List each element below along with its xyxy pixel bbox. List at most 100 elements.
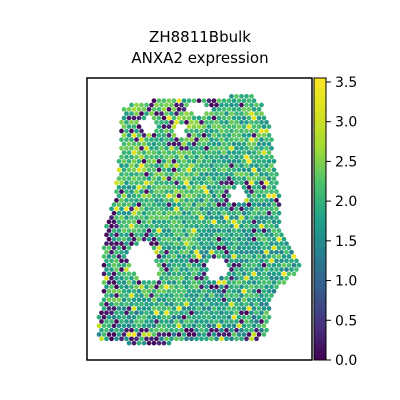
scatter-point [254,267,259,272]
scatter-point [211,115,217,121]
scatter-point [156,219,162,225]
scatter-point [266,288,272,294]
scatter-point [266,193,272,199]
scatter-point [249,215,254,220]
scatter-point [249,310,254,316]
scatter-point [131,297,137,303]
scatter-point [124,284,129,290]
scatter-point [111,245,117,251]
scatter-point [134,180,139,186]
scatter-point [274,284,279,290]
scatter-point [124,197,129,203]
scatter-point [136,288,142,294]
scatter-point [224,137,229,142]
scatter-point [146,340,152,346]
scatter-point [239,284,244,290]
scatter-point [171,262,177,268]
scatter-point [134,319,139,324]
scatter-point [101,280,107,285]
scatter-point [259,206,264,212]
scatter-point [236,98,242,104]
scatter-point [124,258,129,264]
scatter-point [229,267,234,272]
scatter-point [176,98,182,104]
scatter-point [169,154,174,160]
scatter-point [264,232,269,238]
scatter-point [186,245,192,251]
scatter-point [171,184,177,190]
scatter-point [161,158,167,164]
scatter-point [226,271,232,277]
scatter-point [221,141,227,147]
scatter-point [261,228,267,233]
scatter-point [209,189,214,194]
scatter-point [236,236,242,242]
scatter-point [216,176,222,181]
scatter-point [271,245,277,251]
scatter-point [144,154,149,160]
scatter-point [259,223,264,229]
scatter-point [249,137,254,142]
scatter-point [236,228,242,233]
scatter-point [214,128,219,134]
scatter-point [211,314,217,320]
scatter-point [264,319,269,324]
scatter-point [169,336,174,342]
scatter-point [224,145,229,151]
scatter-point [239,102,244,108]
scatter-point [229,102,234,108]
scatter-point [146,150,152,155]
scatter-point [161,288,167,294]
scatter-point [246,176,252,181]
scatter-point [144,189,149,194]
scatter-point [106,262,112,268]
scatter-point [256,306,262,311]
scatter-point [159,215,164,220]
scatter-point [126,106,132,112]
scatter-point [181,280,187,285]
scatter-point [134,145,139,151]
scatter-point [166,271,172,277]
scatter-point [171,124,177,129]
scatter-point [156,132,162,138]
scatter-point [141,297,147,303]
scatter-point [224,275,229,281]
scatter-point [134,119,139,125]
scatter-point [211,219,217,225]
scatter-point [161,262,167,268]
scatter-point [169,232,174,238]
scatter-point [136,158,142,164]
scatter-point [264,137,269,142]
scatter-point [214,232,219,238]
scatter-point [199,319,204,324]
scatter-point [224,232,229,238]
scatter-point [154,223,159,229]
scatter-point [139,223,144,229]
scatter-point [221,280,227,285]
scatter-point [284,241,289,246]
scatter-point [194,336,199,342]
scatter-point [169,163,174,168]
scatter-point [194,241,199,246]
scatter-point [116,210,122,216]
scatter-point [219,154,224,160]
scatter-point [151,167,157,173]
scatter-point [174,154,179,160]
scatter-point [199,258,204,264]
scatter-point [201,245,207,251]
scatter-point [269,197,274,203]
scatter-point [126,202,132,207]
scatter-point [166,245,172,251]
scatter-point [259,310,264,316]
scatter-point [106,228,112,233]
scatter-point [199,171,204,177]
scatter-point [179,102,184,108]
scatter-point [189,206,194,212]
scatter-point [101,271,107,277]
scatter-point [124,310,129,316]
scatter-point [159,197,164,203]
scatter-point [116,306,122,311]
scatter-point [291,271,297,277]
scatter-point [191,314,197,320]
colorbar-tick-label: 0.5 [335,313,357,329]
